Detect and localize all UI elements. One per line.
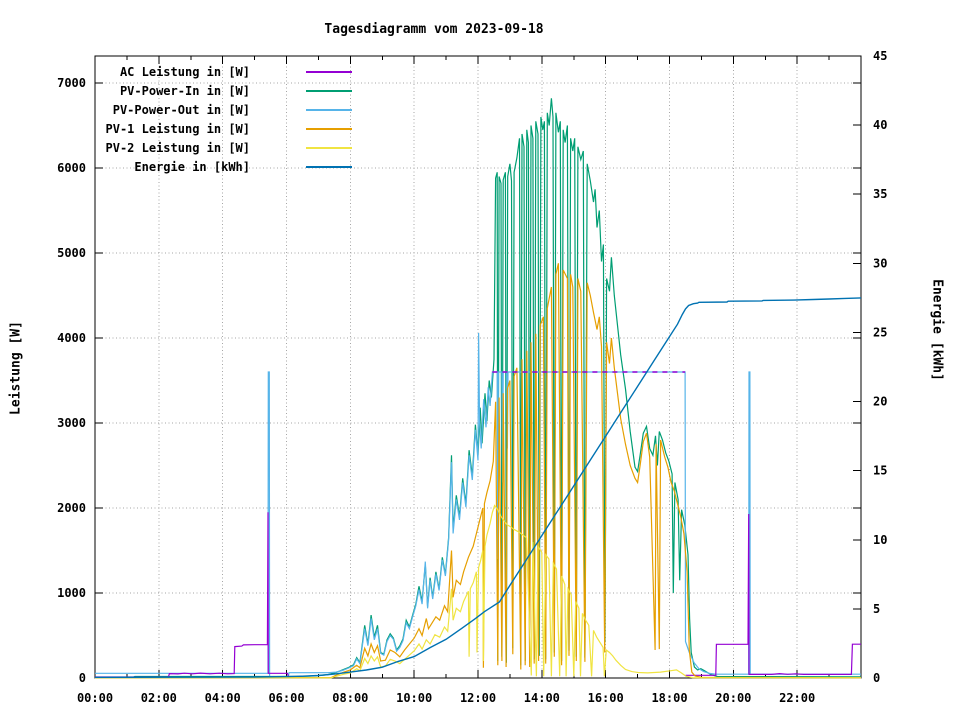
x-tick-label: 08:00: [332, 691, 368, 705]
x-tick-label: 04:00: [205, 691, 241, 705]
legend-label: PV-2 Leistung in [W]: [106, 141, 251, 155]
series-pv1_power: [95, 263, 862, 679]
y-right-tick-label: 5: [873, 602, 880, 616]
x-tick-label: 14:00: [524, 691, 560, 705]
y-right-tick-label: 10: [873, 533, 887, 547]
y-right-tick-label: 0: [873, 671, 880, 685]
chart-title: Tagesdiagramm vom 2023-09-18: [324, 22, 544, 37]
y-left-tick-label: 1000: [57, 586, 86, 600]
x-tick-label: 06:00: [268, 691, 304, 705]
y-right-tick-label: 15: [873, 464, 887, 478]
x-tick-label: 16:00: [588, 691, 624, 705]
y-left-tick-label: 3000: [57, 416, 86, 430]
legend-label: PV-1 Leistung in [W]: [106, 122, 251, 136]
y-right-tick-label: 35: [873, 187, 887, 201]
x-tick-label: 20:00: [715, 691, 751, 705]
x-tick-label: 18:00: [651, 691, 687, 705]
y-right-tick-label: 45: [873, 49, 887, 63]
y-left-tick-label: 4000: [57, 331, 86, 345]
y-right-tick-label: 40: [873, 118, 887, 132]
legend-label: PV-Power-In in [W]: [120, 84, 250, 98]
series-ac_power: [685, 513, 861, 676]
x-tick-label: 22:00: [779, 691, 815, 705]
y-left-tick-label: 0: [79, 671, 86, 685]
legend-label: PV-Power-Out in [W]: [113, 103, 250, 117]
y-right-tick-label: 20: [873, 395, 887, 409]
legend-label: Energie in [kWh]: [134, 160, 250, 174]
y-left-tick-label: 2000: [57, 501, 86, 515]
y-left-tick-label: 6000: [57, 161, 86, 175]
x-tick-label: 10:00: [396, 691, 432, 705]
y-right-tick-label: 30: [873, 256, 887, 270]
y-left-tick-label: 5000: [57, 246, 86, 260]
y-left-tick-label: 7000: [57, 76, 86, 90]
series-energie: [94, 297, 862, 678]
x-tick-label: 12:00: [460, 691, 496, 705]
legend-label: AC Leistung in [W]: [120, 65, 250, 79]
series-pv2_power: [95, 504, 861, 679]
x-tick-label: 00:00: [77, 691, 113, 705]
x-tick-label: 02:00: [141, 691, 177, 705]
series-ac_power: [95, 512, 301, 678]
y-right-tick-label: 25: [873, 325, 887, 339]
